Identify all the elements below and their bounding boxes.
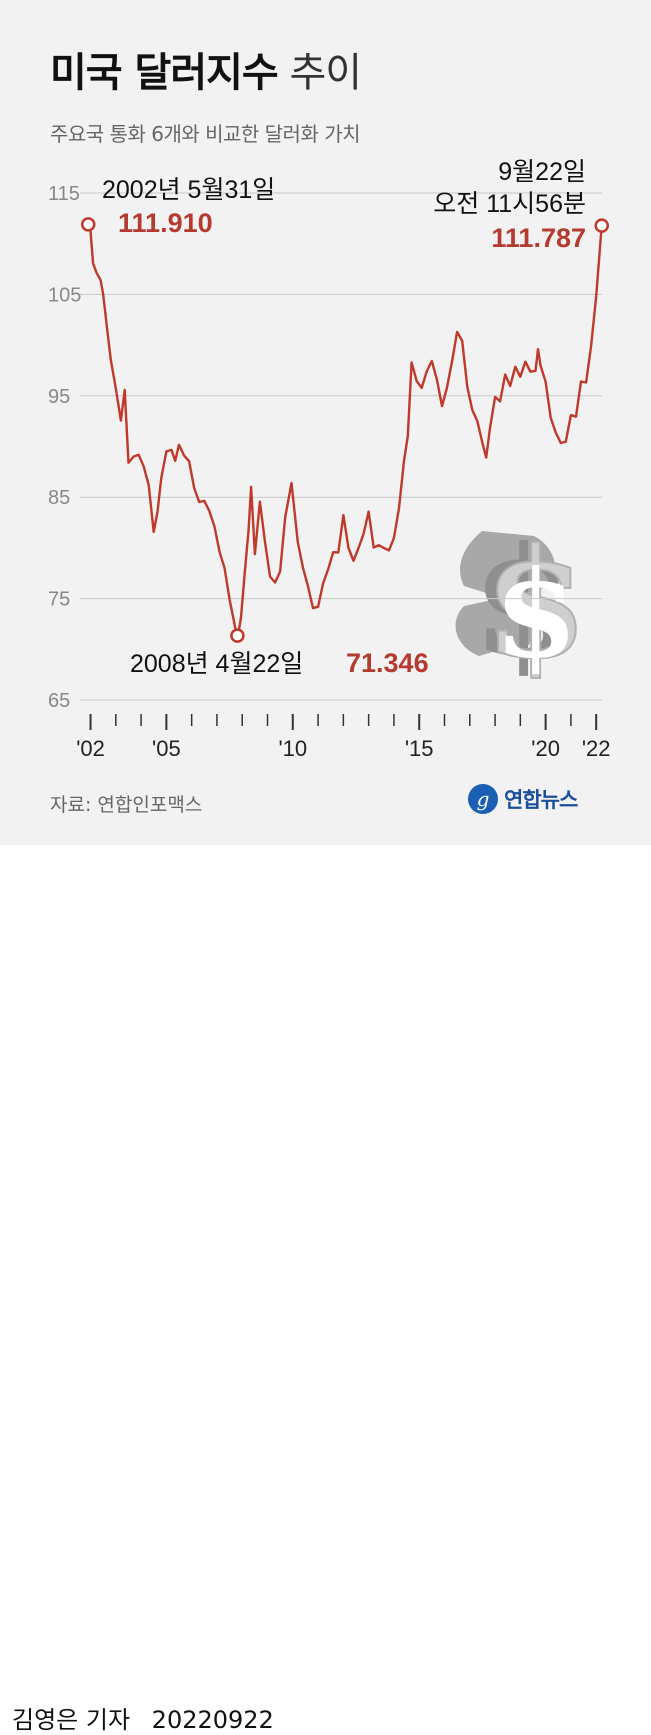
y-tick-label: 115 <box>48 183 80 205</box>
annotation-date: 2002년 5월31일 <box>102 176 275 204</box>
chart-title-light: 추이 <box>289 50 362 96</box>
reporter-name: 김영은 기자 <box>12 1706 131 1734</box>
dollar-sign-icon: $ $ $ <box>455 514 589 693</box>
svg-text:$: $ <box>494 544 578 685</box>
y-tick-label: 105 <box>48 284 81 306</box>
x-tick-label: '05 <box>152 736 181 761</box>
publish-date: 20220922 <box>151 1706 274 1734</box>
annotation-time: 오전 11시56분 <box>433 190 586 218</box>
credit-line: 김영은 기자 20220922 <box>12 1700 288 1735</box>
annotation-marker <box>230 628 245 643</box>
infographic-card: 미국 달러지수 추이 주요국 통화 6개와 비교한 달러화 가치 $ $ $ 1… <box>0 0 651 845</box>
annotation-value: 111.787 <box>491 223 586 253</box>
annotation-marker <box>594 218 609 233</box>
x-tick-label: '15 <box>405 736 434 761</box>
logo-mark-icon: g <box>468 784 498 814</box>
x-tick-label: '10 <box>278 736 307 761</box>
footer-bar: 김영은 기자 20220922 <box>0 845 651 1734</box>
annotation-date: 2008년 4월22일 <box>130 650 303 678</box>
annotation-value: 111.910 <box>118 208 213 238</box>
logo-text: 연합뉴스 <box>504 788 578 812</box>
y-tick-label: 85 <box>48 487 70 509</box>
annotation-marker <box>81 217 96 232</box>
y-tick-label: 65 <box>48 690 70 712</box>
chart-subtitle: 주요국 통화 6개와 비교한 달러화 가치 <box>50 122 361 146</box>
chart-title: 미국 달러지수 추이 <box>50 40 362 98</box>
x-tick-label: '20 <box>531 736 560 761</box>
svg-text:$: $ <box>484 516 588 692</box>
dollar-index-line <box>87 223 603 641</box>
chart-title-bold: 미국 달러지수 <box>50 50 279 96</box>
yonhap-logo: g 연합뉴스 <box>468 784 578 814</box>
annotation-value: 71.346 <box>346 648 429 678</box>
svg-text:$: $ <box>472 514 576 690</box>
annotation-date: 9월22일 <box>498 158 586 186</box>
x-tick-label: '22 <box>582 736 611 761</box>
x-tick-label: '02 <box>76 736 105 761</box>
y-tick-label: 95 <box>48 386 70 408</box>
source-note: 자료: 연합인포맥스 <box>50 794 203 816</box>
y-tick-label: 75 <box>48 589 70 611</box>
